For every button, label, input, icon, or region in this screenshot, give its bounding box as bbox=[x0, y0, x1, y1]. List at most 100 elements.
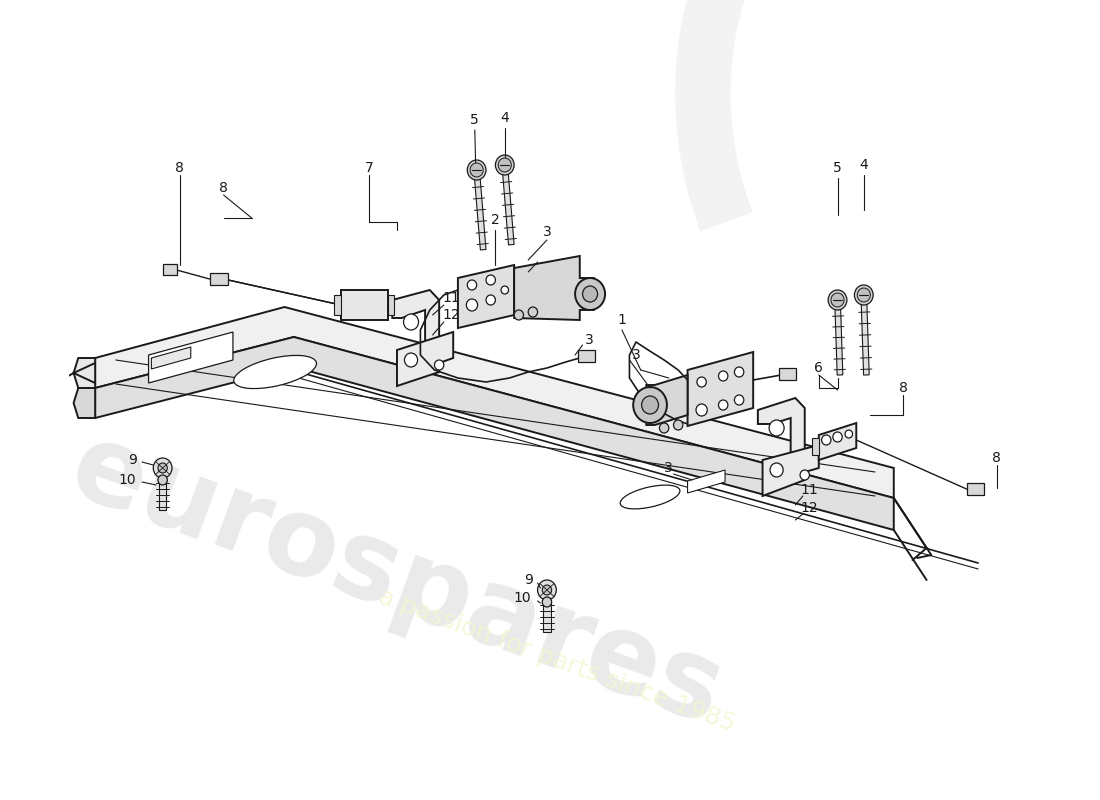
Circle shape bbox=[641, 396, 659, 414]
Circle shape bbox=[404, 314, 418, 330]
Text: 1: 1 bbox=[617, 313, 626, 327]
Text: 5: 5 bbox=[833, 161, 842, 175]
Text: 8: 8 bbox=[219, 181, 228, 195]
Circle shape bbox=[718, 371, 728, 381]
Polygon shape bbox=[387, 295, 394, 315]
Circle shape bbox=[673, 420, 683, 430]
Text: 4: 4 bbox=[500, 111, 509, 125]
Circle shape bbox=[770, 463, 783, 477]
Text: 7: 7 bbox=[364, 161, 373, 175]
Circle shape bbox=[583, 286, 597, 302]
Circle shape bbox=[468, 280, 476, 290]
Bar bbox=[967, 483, 983, 495]
Text: 11: 11 bbox=[801, 483, 818, 497]
Polygon shape bbox=[458, 265, 514, 328]
Circle shape bbox=[800, 470, 810, 480]
Polygon shape bbox=[158, 480, 166, 510]
Circle shape bbox=[538, 580, 557, 600]
Circle shape bbox=[830, 293, 844, 307]
Circle shape bbox=[514, 310, 524, 320]
Text: 4: 4 bbox=[859, 158, 868, 172]
Text: 3: 3 bbox=[631, 348, 640, 362]
Polygon shape bbox=[95, 337, 894, 530]
Polygon shape bbox=[688, 352, 754, 426]
Circle shape bbox=[542, 585, 551, 595]
Circle shape bbox=[822, 435, 830, 445]
Circle shape bbox=[495, 155, 514, 175]
Polygon shape bbox=[474, 170, 486, 250]
Circle shape bbox=[405, 353, 418, 367]
Circle shape bbox=[153, 458, 172, 478]
Text: 6: 6 bbox=[814, 361, 823, 375]
Circle shape bbox=[470, 163, 483, 177]
Text: 8: 8 bbox=[899, 381, 907, 395]
Text: 8: 8 bbox=[992, 451, 1001, 465]
Text: 11: 11 bbox=[442, 291, 460, 305]
Circle shape bbox=[575, 278, 605, 310]
Polygon shape bbox=[148, 332, 233, 383]
Text: 3: 3 bbox=[542, 225, 551, 239]
Text: 2: 2 bbox=[491, 213, 499, 227]
Circle shape bbox=[828, 290, 847, 310]
Circle shape bbox=[528, 307, 538, 317]
Circle shape bbox=[486, 275, 495, 285]
Polygon shape bbox=[393, 290, 439, 350]
Circle shape bbox=[498, 158, 512, 172]
Text: 8: 8 bbox=[175, 161, 184, 175]
Polygon shape bbox=[74, 358, 95, 388]
Polygon shape bbox=[835, 300, 843, 375]
Circle shape bbox=[718, 400, 728, 410]
Circle shape bbox=[500, 286, 508, 294]
Polygon shape bbox=[818, 423, 856, 460]
Polygon shape bbox=[397, 332, 453, 386]
Circle shape bbox=[769, 420, 784, 436]
Circle shape bbox=[486, 295, 495, 305]
Polygon shape bbox=[502, 165, 514, 245]
Circle shape bbox=[158, 463, 167, 473]
Bar bbox=[780, 368, 796, 380]
Circle shape bbox=[857, 288, 870, 302]
Text: eurospares: eurospares bbox=[57, 413, 737, 747]
Polygon shape bbox=[74, 388, 95, 418]
Text: 5: 5 bbox=[471, 113, 480, 127]
Circle shape bbox=[697, 377, 706, 387]
Circle shape bbox=[696, 404, 707, 416]
Polygon shape bbox=[341, 290, 387, 320]
Text: 12: 12 bbox=[801, 501, 818, 515]
Bar bbox=[578, 350, 595, 362]
Text: a passion for parts since 1985: a passion for parts since 1985 bbox=[374, 584, 738, 736]
Circle shape bbox=[468, 160, 486, 180]
Bar bbox=[209, 273, 229, 285]
Circle shape bbox=[735, 367, 744, 377]
Ellipse shape bbox=[234, 355, 317, 389]
Polygon shape bbox=[334, 295, 341, 315]
Circle shape bbox=[659, 423, 669, 433]
Circle shape bbox=[466, 299, 477, 311]
Polygon shape bbox=[762, 445, 818, 496]
Circle shape bbox=[542, 597, 551, 607]
Circle shape bbox=[634, 387, 667, 423]
Circle shape bbox=[845, 430, 853, 438]
Polygon shape bbox=[514, 256, 594, 320]
Text: 3: 3 bbox=[664, 461, 673, 475]
Polygon shape bbox=[152, 347, 190, 369]
Polygon shape bbox=[543, 602, 551, 632]
Circle shape bbox=[434, 360, 443, 370]
Circle shape bbox=[735, 395, 744, 405]
Text: 3: 3 bbox=[585, 333, 594, 347]
Circle shape bbox=[833, 432, 843, 442]
Text: 12: 12 bbox=[442, 308, 460, 322]
Polygon shape bbox=[758, 398, 805, 460]
Polygon shape bbox=[861, 295, 869, 375]
Text: 10: 10 bbox=[514, 591, 531, 605]
Text: 9: 9 bbox=[129, 453, 138, 467]
Polygon shape bbox=[812, 438, 818, 455]
Circle shape bbox=[158, 475, 167, 485]
Text: 9: 9 bbox=[524, 573, 532, 587]
Ellipse shape bbox=[620, 485, 680, 509]
Bar bbox=[163, 264, 177, 275]
Polygon shape bbox=[647, 375, 688, 425]
Circle shape bbox=[855, 285, 873, 305]
Polygon shape bbox=[688, 470, 725, 493]
Polygon shape bbox=[95, 307, 894, 498]
